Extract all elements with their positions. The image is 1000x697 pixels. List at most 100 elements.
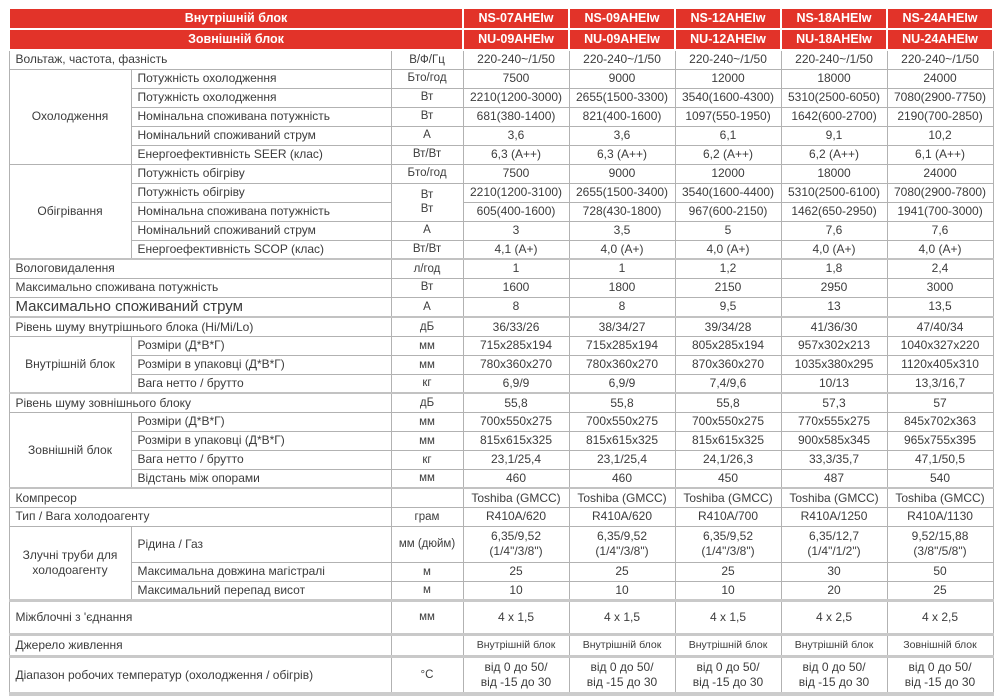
- spec-value: 55,8: [462, 392, 570, 413]
- spec-value: 5310(2500-6050): [780, 87, 888, 108]
- spec-label: Вольтаж, частота, фазність: [8, 49, 392, 70]
- spec-value: 2190(700-2850): [886, 106, 994, 127]
- spec-value: 450: [674, 468, 782, 489]
- spec-label: Номінальна споживана потужність: [130, 201, 392, 222]
- spec-value: 487: [780, 468, 888, 489]
- spec-label: Максимально споживана потужність: [8, 277, 392, 298]
- row-scop: Енергоефективність SCOP (клас) Вт/Вт 4,1…: [9, 239, 994, 260]
- row-moisture-removal: Вологовидалення л/год 1 1 1,2 1,8 2,4: [8, 258, 994, 279]
- spec-value: 12000: [674, 68, 782, 89]
- indoor-model: NS-18AHEIw: [780, 7, 889, 30]
- spec-value: 605(400-1600): [462, 201, 570, 222]
- spec-unit: мм: [390, 468, 464, 489]
- spec-unit: мм: [390, 411, 464, 432]
- row-indoor-weight: Вага нетто / брутто кг 6,9/9 6,9/9 7,4/9,6…: [9, 373, 994, 394]
- spec-value: 4,1 (A+): [462, 239, 570, 260]
- row-heating-nominal-current: Номінальний споживаний струм А 3 3,5 5 7,6 7…: [9, 220, 994, 241]
- spec-unit: Бто/год: [390, 68, 464, 89]
- spec-unit: мм: [390, 335, 464, 356]
- spec-value: 3: [462, 220, 570, 241]
- spec-unit: Бто/год: [390, 163, 464, 184]
- row-cooling-nominal-current: Номінальний споживаний струм А 3,6 3,6 6,1…: [9, 125, 994, 146]
- row-cooling-nominal-power: Номінальна споживана потужність Вт 681(3…: [9, 106, 994, 127]
- spec-label: Розміри в упаковці (Д*В*Г): [130, 354, 392, 375]
- spec-value: 700x550x275: [568, 411, 676, 432]
- spec-unit: [390, 632, 464, 657]
- spec-value: 10,2: [886, 125, 994, 146]
- spec-value: 900x585x345: [780, 430, 888, 451]
- outdoor-unit-header: Зовнішній блок: [7, 28, 465, 51]
- spec-label: Потужність охолодження: [130, 87, 392, 108]
- spec-value: 815x615x325: [568, 430, 676, 451]
- spec-unit: дБ: [390, 392, 464, 413]
- spec-value: 460: [462, 468, 570, 489]
- spec-label: Вологовидалення: [8, 258, 392, 279]
- group-label-heating: Обігрівання: [8, 163, 132, 260]
- spec-unit: В/Ф/Гц: [390, 49, 464, 70]
- spec-value: 1035x380x295: [780, 354, 888, 375]
- spec-label: Енергоефективність SCOP (клас): [130, 239, 392, 260]
- spec-value: 4 х 2,5: [780, 598, 888, 635]
- spec-value: Внутрішній блок: [674, 632, 782, 657]
- spec-value: 12000: [674, 163, 782, 184]
- spec-value: 3000: [886, 277, 994, 298]
- row-pipe-max-height: Максимальний перепад висот м 10 10 10 20 25: [9, 580, 994, 601]
- spec-value: Toshiba (GMCC): [886, 487, 994, 508]
- spec-value: 4,0 (A+): [886, 239, 994, 260]
- outdoor-model: NU-12AHEIw: [674, 28, 783, 51]
- spec-label: Номінальний споживаний струм: [130, 220, 392, 241]
- spec-value: 4,0 (A+): [780, 239, 888, 260]
- spec-value: 7,6: [886, 220, 994, 241]
- spec-value: 6,9/9: [462, 373, 570, 394]
- spec-label: Потужність обігріву: [130, 182, 392, 203]
- spec-value: 18000: [780, 163, 888, 184]
- spec-value: 3540(1600-4400): [674, 182, 782, 203]
- spec-value: 6,1: [674, 125, 782, 146]
- spec-value: 728(430-1800): [568, 201, 676, 222]
- spec-value: 9,5: [674, 296, 782, 318]
- spec-label: Потужність обігріву: [130, 163, 392, 184]
- spec-value: від 0 до 50/ від -15 до 30: [674, 654, 782, 697]
- spec-value: 7500: [462, 68, 570, 89]
- row-pipe-max-length: Максимальна довжина магістралі м 25 25 25 3…: [9, 561, 994, 582]
- spec-value: 25: [568, 561, 676, 582]
- spec-value: 3,6: [568, 125, 676, 146]
- outdoor-model: NU-24AHEIw: [886, 28, 995, 51]
- spec-value: 5310(2500-6100): [780, 182, 888, 203]
- spec-value: 220-240~/1/50: [462, 49, 570, 70]
- spec-value: 870x360x270: [674, 354, 782, 375]
- group-label-outdoor-unit: Зовнішній блок: [8, 411, 132, 489]
- spec-value: 1040x327x220: [886, 335, 994, 356]
- spec-value: 2210(1200-3100): [462, 182, 570, 203]
- spec-label: Розміри (Д*В*Г): [130, 335, 392, 356]
- group-label-indoor-unit: Внутрішній блок: [8, 335, 132, 394]
- row-outdoor-dimensions: Зовнішній блок Розміри (Д*В*Г) мм 700x55…: [8, 411, 994, 489]
- spec-unit: °С: [390, 654, 464, 697]
- spec-value: 47/40/34: [886, 316, 994, 337]
- spec-value: 8: [568, 296, 676, 318]
- spec-value: 2655(1500-3400): [568, 182, 676, 203]
- row-compressor: Компресор Toshiba (GMCC) Toshiba (GMCC) To…: [8, 487, 994, 508]
- spec-value: 57: [886, 392, 994, 413]
- spec-value: 24,1/26,3: [674, 449, 782, 470]
- spec-value: 8: [462, 296, 570, 318]
- spec-value: 6,2 (A++): [780, 144, 888, 165]
- spec-value: 2150: [674, 277, 782, 298]
- spec-value: 4 х 2,5: [886, 598, 994, 635]
- spec-value: 24000: [886, 163, 994, 184]
- spec-unit: Вт: [390, 277, 464, 298]
- spec-value: від 0 до 50/ від -15 до 30: [568, 654, 676, 697]
- spec-unit: кг: [390, 373, 464, 394]
- spec-value: 10: [462, 580, 570, 601]
- spec-label: Потужність охолодження: [130, 68, 392, 89]
- spec-unit: Вт Вт: [390, 182, 464, 222]
- row-indoor-noise: Рівень шуму внутрішнього блока (Hi/Mi/Lo…: [8, 316, 994, 337]
- row-heating-nominal-power: Номінальна споживана потужність 605(400-…: [9, 201, 994, 222]
- spec-value: 4 х 1,5: [674, 598, 782, 635]
- spec-value: 10: [568, 580, 676, 601]
- spec-value: 9,52/15,88 (3/8"/5/8"): [886, 525, 994, 563]
- spec-value: 50: [886, 561, 994, 582]
- spec-unit: Вт: [390, 106, 464, 127]
- spec-unit: м: [390, 580, 464, 601]
